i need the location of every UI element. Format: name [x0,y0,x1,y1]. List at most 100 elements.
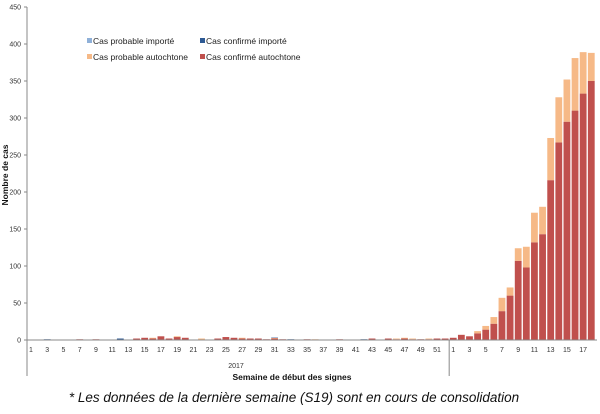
bar-segment [246,338,254,340]
x-tick-label: 15 [141,347,149,354]
x-tick-label: 47 [401,347,409,354]
legend-swatch [200,54,205,59]
bar-segment [133,338,140,340]
x-tick-label: 23 [206,347,214,354]
bar-segment [587,52,595,81]
bar-segment [157,336,165,340]
x-tick-label: 31 [271,347,279,354]
bar-segment [474,331,481,334]
legend: Cas probable importé Cas confirmé importé… [87,36,301,62]
legend-label: Cas probable autochtone [93,52,188,62]
bar-segment [238,337,246,339]
bar-segment [571,110,579,340]
legend-label: Cas confirmé importé [206,36,287,46]
x-tick-label: 9 [94,347,98,354]
legend-swatch [87,54,92,59]
bar-segment [384,338,392,340]
bar-segment [531,242,538,340]
x-tick-label: 3 [468,347,472,354]
bar-segment [506,287,514,296]
bar-segment [457,334,465,340]
bar-segment [490,323,498,340]
bar-segment [393,338,400,340]
bar-segment [531,212,538,243]
bar-segment [490,317,498,324]
y-tick-label: 0 [17,338,21,345]
y-tick-label: 400 [9,42,21,49]
x-tick-label: 5 [62,347,66,354]
x-tick-label: 49 [417,347,425,354]
bar-segment [198,338,205,340]
x-tick-label: 33 [287,347,295,354]
y-axis: 0 50 100 150 200 250 300 350 400 450 [9,5,28,345]
y-tick-label: 250 [9,153,21,160]
bar-segment [214,338,222,340]
bar-segment [238,338,246,340]
x-tick-label: 13 [125,347,133,354]
x-tick-label: 9 [516,347,520,354]
x-tick-label: 37 [319,347,327,354]
bar-segment [116,338,124,340]
x-tick-label: 17 [157,347,165,354]
bar-segment [514,260,522,340]
bar-segment [482,329,490,340]
bar-segment [539,234,546,340]
x-tick-label: 27 [238,347,246,354]
x-tick-label: 19 [173,347,181,354]
x-tick-label: 41 [352,347,360,354]
x-tick-label: 43 [368,347,376,354]
x-tick-label: 45 [384,347,392,354]
bar-segment [514,248,522,261]
bar-segment [409,338,417,340]
bar-segment [474,333,481,340]
x-tick-label: 3 [45,347,49,354]
x-tick-label: 7 [78,347,82,354]
x-tick-label: 17 [579,347,587,354]
legend-swatch [87,38,92,43]
bar-segment [539,206,546,235]
x-tick-label: 7 [500,347,504,354]
bar-segment [173,337,181,340]
x-tick-label: 1 [451,347,455,354]
y-tick-label: 350 [9,79,21,86]
bar-segment [482,325,490,330]
x-tick-label: 15 [563,347,571,354]
bar-segment [401,337,408,339]
bar-segment [173,336,181,338]
bar-segment [230,337,238,340]
bar-segment [522,267,530,340]
bar-segment [522,246,530,268]
bar-segment [587,81,595,340]
bar-segment [563,79,571,122]
bar-segment [401,338,408,340]
legend-swatch [200,38,205,43]
bar-segment [141,337,149,340]
bar-segment [563,121,571,340]
bar-segment [222,337,230,340]
x-tick-label: 11 [531,347,538,354]
bars [43,52,595,340]
y-tick-label: 200 [9,190,21,197]
year-label: 2017 [228,363,244,370]
bar-segment [579,52,587,94]
bar-segment [498,297,506,312]
bar-segment [149,338,157,340]
bar-segment [165,338,173,340]
footnote: * Les données de la dernière semaine (S1… [69,390,519,405]
bar-segment [271,337,278,339]
y-tick-label: 100 [9,264,21,271]
bar-segment [555,97,563,143]
bar-segment [579,93,587,340]
x-tick-label: 5 [484,347,488,354]
bar-segment [149,337,157,339]
bar-segment [181,337,189,340]
bar-segment [449,337,457,340]
bar-segment [271,338,278,340]
bar-segment [425,338,433,340]
x-tick-label: 25 [222,347,230,354]
bar-segment [368,338,376,340]
legend-label: Cas probable importé [93,36,175,46]
bar-segment [441,338,449,340]
bar-segment [498,311,506,340]
